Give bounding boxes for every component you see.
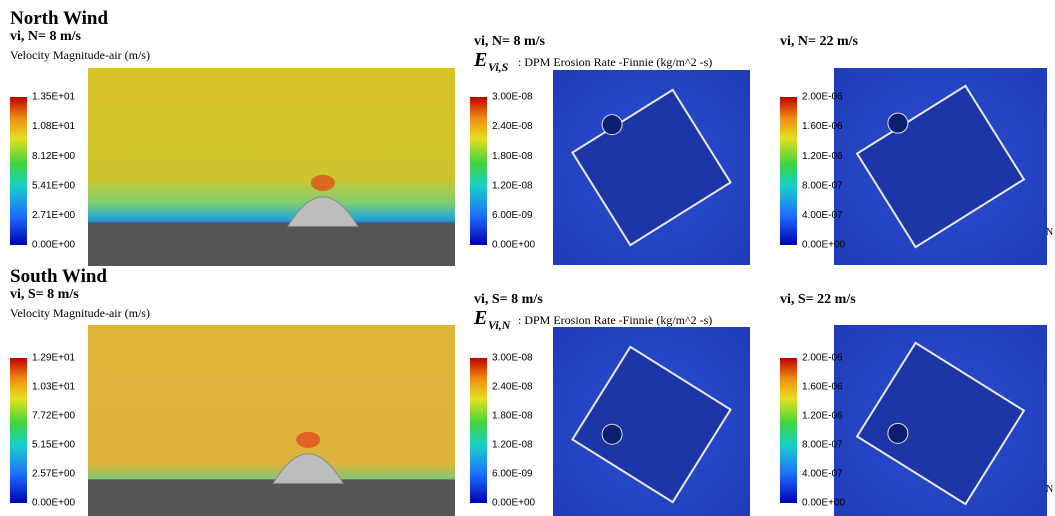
erosion-subscript: Vi,N	[488, 318, 512, 332]
erosion-symbol: E	[473, 307, 487, 329]
tank	[601, 423, 623, 445]
colorbar	[10, 358, 27, 503]
colorbar-tick-label: 8.00E-07	[802, 180, 843, 191]
colorbar-tick-label: 1.80E-08	[492, 411, 533, 422]
colorbar-tick-label: 2.57E+00	[32, 469, 76, 480]
colorbar-tick-label: 1.20E-08	[492, 180, 533, 191]
compass-label: N	[1046, 484, 1053, 495]
structure	[571, 345, 732, 504]
colorbar-tick-label: 1.08E+01	[32, 121, 76, 132]
colorbar-title: : DPM Erosion Rate -Finnie (kg/m^2 -s)	[518, 55, 712, 69]
colorbar	[470, 358, 487, 503]
mountain	[272, 453, 345, 484]
panel-title: vi, N= 22 m/s	[780, 34, 859, 49]
panel-title: vi, S= 8 m/s	[474, 292, 543, 307]
simulation-image	[553, 70, 750, 265]
panel-title: vi, S= 22 m/s	[780, 292, 856, 307]
colorbar-tick-label: 8.00E-07	[802, 440, 843, 451]
colorbar-tick-label: 0.00E+00	[32, 240, 76, 251]
colorbar-tick-label: 0.00E+00	[802, 240, 846, 251]
colorbar-title: Velocity Magnitude-air (m/s)	[10, 306, 150, 320]
tank	[601, 114, 623, 136]
hotspot	[296, 431, 321, 448]
colorbar	[10, 97, 27, 245]
compass-label: N	[1046, 227, 1053, 238]
panel-title: vi, S= 8 m/s	[10, 287, 79, 302]
hotspot	[310, 174, 335, 191]
simulation-image	[88, 68, 455, 266]
colorbar-tick-label: 0.00E+00	[32, 498, 76, 509]
row-heading: North Wind	[10, 8, 108, 29]
colorbar-tick-label: 3.00E-08	[492, 353, 533, 364]
colorbar-tick-label: 6.00E-09	[492, 210, 533, 221]
colorbar	[780, 97, 797, 245]
colorbar-tick-label: 2.00E-06	[802, 92, 843, 103]
colorbar-tick-label: 2.40E-08	[492, 121, 533, 132]
colorbar-tick-label: 2.40E-08	[492, 382, 533, 393]
colorbar-tick-label: 1.20E-06	[802, 151, 843, 162]
colorbar-title: Velocity Magnitude-air (m/s)	[10, 48, 150, 62]
tank	[887, 112, 909, 134]
colorbar-tick-label: 4.00E-07	[802, 210, 843, 221]
colorbar-tick-label: 0.00E+00	[492, 240, 536, 251]
simulation-image	[834, 325, 1047, 516]
erosion-symbol: E	[473, 49, 487, 71]
colorbar-tick-label: 5.41E+00	[32, 180, 76, 191]
simulation-image	[834, 68, 1047, 265]
tank	[887, 422, 909, 444]
structure	[855, 341, 1026, 506]
colorbar-tick-label: 1.80E-08	[492, 151, 533, 162]
colorbar-title: : DPM Erosion Rate -Finnie (kg/m^2 -s)	[518, 313, 712, 327]
mountain	[287, 196, 359, 227]
panel-title: vi, N= 8 m/s	[10, 29, 82, 44]
colorbar	[470, 97, 487, 245]
colorbar-tick-label: 8.12E+00	[32, 151, 76, 162]
simulation-image	[88, 325, 455, 516]
colorbar-tick-label: 1.60E-06	[802, 121, 843, 132]
ground	[88, 222, 455, 266]
row-heading: South Wind	[10, 266, 107, 287]
colorbar-tick-label: 5.15E+00	[32, 440, 76, 451]
colorbar-tick-label: 7.72E+00	[32, 411, 76, 422]
ground	[88, 479, 455, 516]
colorbar-tick-label: 1.20E-06	[802, 411, 843, 422]
colorbar-tick-label: 2.00E-06	[802, 353, 843, 364]
colorbar-tick-label: 0.00E+00	[802, 498, 846, 509]
colorbar-tick-label: 1.35E+01	[32, 92, 76, 103]
colorbar-tick-label: 2.71E+00	[32, 210, 76, 221]
panel-title: vi, N= 8 m/s	[474, 34, 546, 49]
colorbar	[780, 358, 797, 503]
structure	[855, 84, 1026, 249]
colorbar-tick-label: 3.00E-08	[492, 92, 533, 103]
erosion-subscript: Vi,S	[488, 60, 509, 74]
simulation-image	[553, 327, 750, 516]
colorbar-tick-label: 1.20E-08	[492, 440, 533, 451]
colorbar-tick-label: 1.03E+01	[32, 382, 76, 393]
colorbar-tick-label: 1.60E-06	[802, 382, 843, 393]
colorbar-tick-label: 6.00E-09	[492, 469, 533, 480]
colorbar-tick-label: 0.00E+00	[492, 498, 536, 509]
colorbar-tick-label: 4.00E-07	[802, 469, 843, 480]
colorbar-tick-label: 1.29E+01	[32, 353, 76, 364]
